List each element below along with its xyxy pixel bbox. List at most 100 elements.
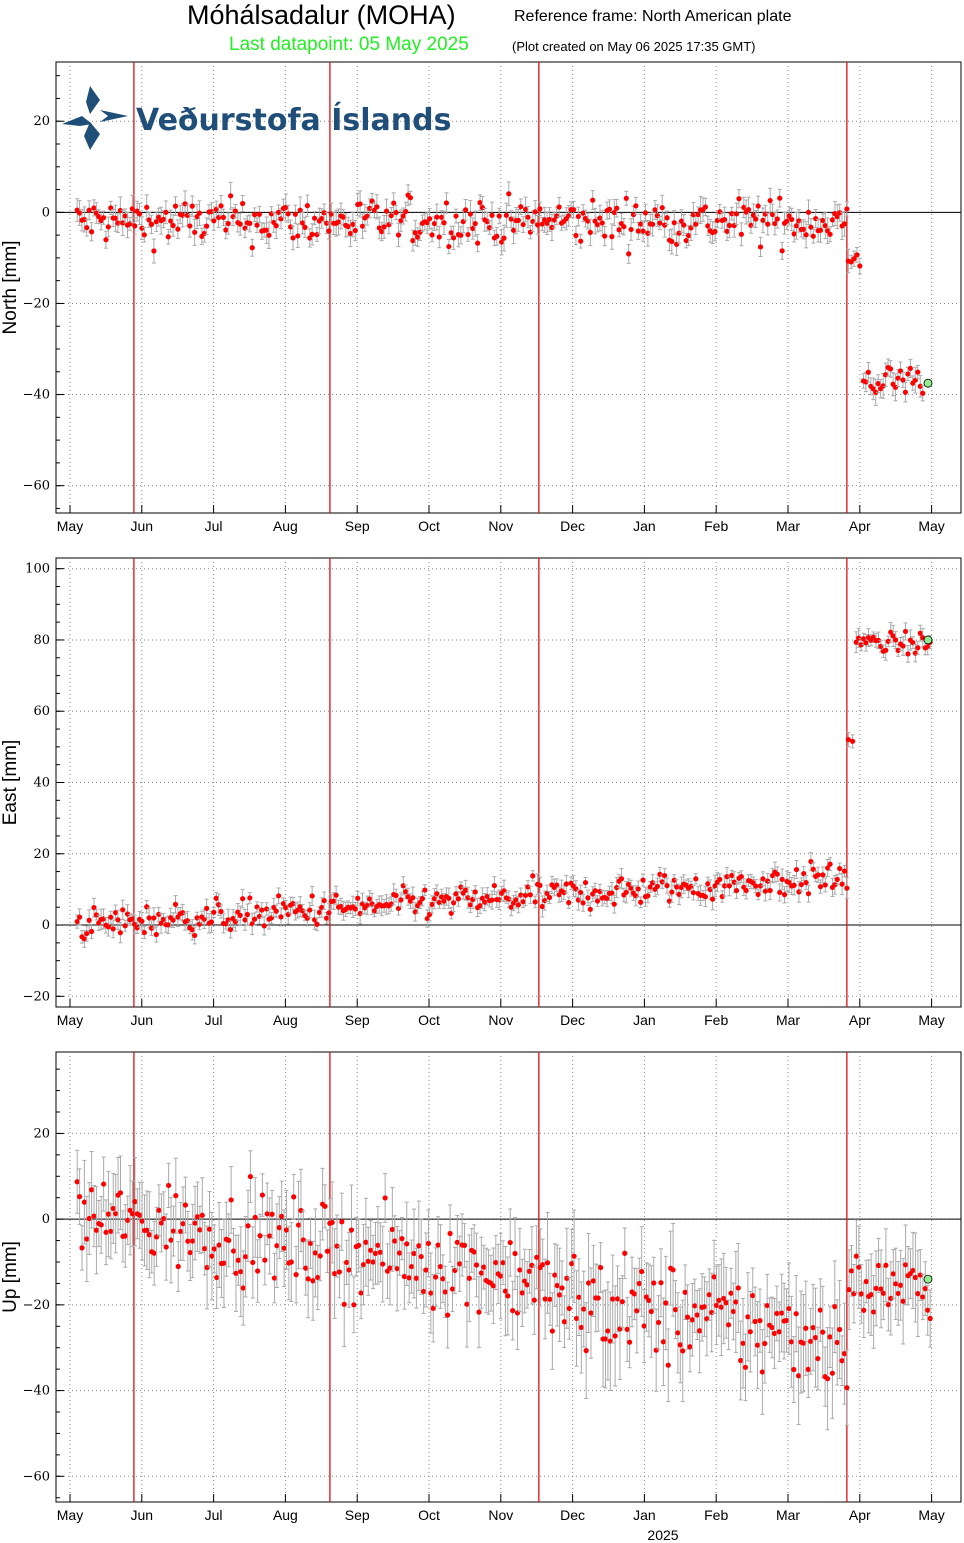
data-point xyxy=(431,896,438,902)
data-point xyxy=(803,1325,809,1331)
data-point xyxy=(478,1270,484,1276)
data-point xyxy=(101,1181,107,1187)
data-point xyxy=(837,210,843,216)
data-point xyxy=(900,377,906,383)
data-point xyxy=(440,1276,446,1282)
data-point xyxy=(415,234,421,240)
data-point xyxy=(851,256,857,262)
data-point xyxy=(242,1254,249,1260)
data-point xyxy=(441,220,447,226)
data-point xyxy=(755,891,761,898)
data-point xyxy=(275,209,282,215)
data-point xyxy=(839,1358,845,1364)
data-point xyxy=(252,916,258,922)
data-point xyxy=(754,1342,761,1348)
data-point xyxy=(230,1248,237,1254)
data-point xyxy=(274,1243,280,1249)
data-point xyxy=(213,895,219,901)
data-point xyxy=(554,882,560,888)
data-point xyxy=(89,1187,95,1193)
data-point xyxy=(382,1195,388,1201)
data-point xyxy=(297,904,303,910)
data-point xyxy=(617,1326,623,1332)
data-point xyxy=(652,207,658,213)
data-point xyxy=(400,213,406,219)
data-point xyxy=(510,1307,516,1314)
data-point xyxy=(793,866,800,873)
data-point xyxy=(674,884,680,890)
data-point xyxy=(657,220,663,226)
data-point xyxy=(883,372,889,378)
data-point xyxy=(79,1245,85,1251)
data-point xyxy=(192,932,198,939)
data-point xyxy=(334,1243,340,1249)
data-point xyxy=(490,1283,496,1289)
data-point xyxy=(247,895,253,901)
data-point xyxy=(634,1308,640,1314)
data-point xyxy=(496,213,502,219)
x-tick-label: Dec xyxy=(560,518,585,534)
data-point xyxy=(503,212,509,218)
x-tick-label: Jun xyxy=(131,1507,154,1523)
data-point xyxy=(461,1242,468,1248)
data-point xyxy=(917,1272,923,1278)
data-point xyxy=(812,1335,819,1341)
data-point xyxy=(163,209,169,215)
data-point xyxy=(257,1233,263,1239)
logo-text: Veðurstofa Íslands xyxy=(136,102,451,138)
data-point xyxy=(573,1315,580,1322)
data-point xyxy=(858,1291,864,1297)
data-point xyxy=(738,874,744,880)
data-point xyxy=(519,1290,525,1296)
data-point xyxy=(762,888,768,894)
data-point xyxy=(127,221,133,227)
data-point xyxy=(428,1290,434,1296)
data-point xyxy=(168,1237,174,1243)
x-tick-label: Sep xyxy=(345,518,370,534)
data-point xyxy=(228,1197,234,1203)
data-point xyxy=(292,211,298,217)
data-point xyxy=(789,216,795,223)
data-point xyxy=(671,877,677,883)
data-point xyxy=(346,1267,352,1273)
data-point xyxy=(139,918,145,924)
data-point xyxy=(776,1329,782,1335)
data-point xyxy=(429,901,435,908)
x-tick-label: Jul xyxy=(205,1012,223,1028)
data-point xyxy=(273,223,279,229)
data-point xyxy=(832,1304,838,1310)
data-point xyxy=(400,883,406,889)
data-point xyxy=(262,1257,268,1263)
data-point xyxy=(328,211,334,217)
data-point xyxy=(537,206,543,212)
data-point xyxy=(453,891,459,897)
data-point xyxy=(707,886,713,893)
data-point xyxy=(466,1275,472,1281)
data-point xyxy=(287,224,294,230)
data-point xyxy=(777,889,783,896)
data-point xyxy=(508,904,514,910)
data-point xyxy=(680,1348,686,1354)
data-point xyxy=(731,879,737,885)
data-point xyxy=(614,205,620,211)
data-point xyxy=(439,894,445,900)
data-point xyxy=(429,232,435,238)
logo-mark-right xyxy=(100,110,128,122)
data-point xyxy=(912,650,918,656)
data-point xyxy=(129,206,135,212)
data-point xyxy=(311,215,318,221)
data-point xyxy=(820,872,826,878)
data-point xyxy=(724,874,730,880)
data-point xyxy=(323,220,330,226)
data-point xyxy=(895,647,901,654)
x-tick-label: May xyxy=(57,1507,83,1523)
data-point xyxy=(779,876,785,882)
data-point xyxy=(748,222,754,228)
data-point xyxy=(192,1220,198,1226)
data-point xyxy=(920,1294,926,1300)
data-point xyxy=(158,920,164,926)
data-point xyxy=(430,1305,436,1311)
data-point xyxy=(648,1308,654,1315)
data-point xyxy=(622,1250,628,1256)
data-point xyxy=(805,891,812,897)
